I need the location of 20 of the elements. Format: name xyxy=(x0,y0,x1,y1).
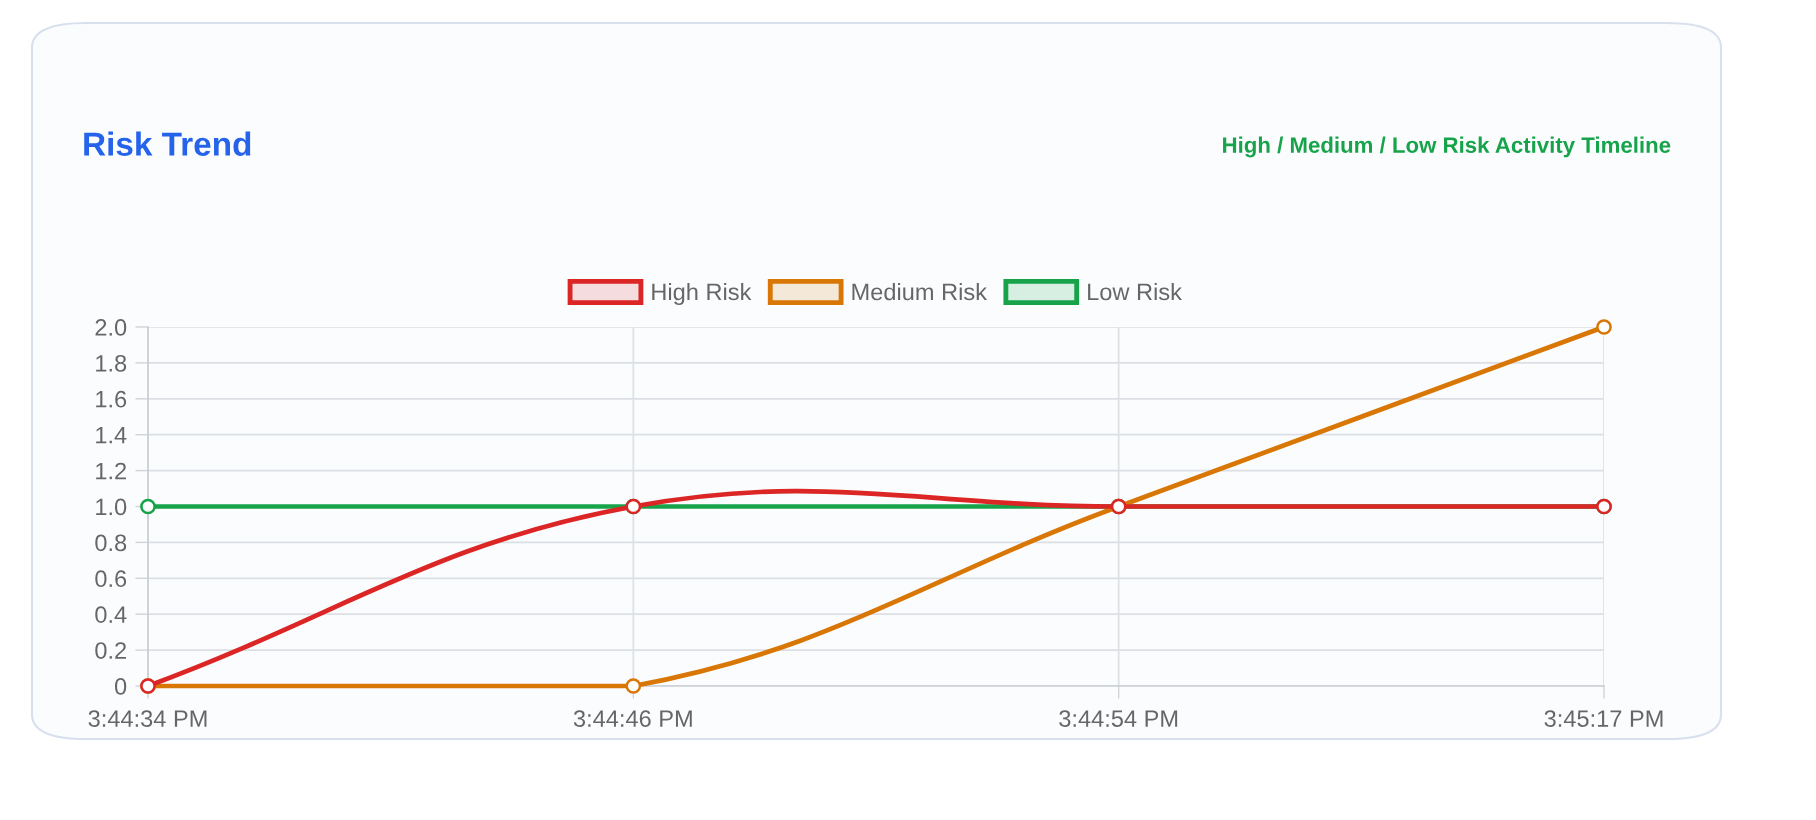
y-tick-label: 2.0 xyxy=(95,319,127,336)
chart-subtitle: High / Medium / Low Risk Activity Timeline xyxy=(1223,136,1671,158)
legend-label: High Risk xyxy=(652,282,752,305)
y-tick-label: 0.6 xyxy=(95,570,127,588)
x-tick-label: 3:44:54 PM xyxy=(1059,710,1178,727)
y-tick-label: 1.2 xyxy=(96,462,126,480)
legend-label: Low Risk xyxy=(1088,282,1182,301)
x-tick-label: 3:44:46 PM xyxy=(573,710,692,727)
y-tick-label: 0.4 xyxy=(95,606,127,623)
y-tick-label: 0 xyxy=(114,678,127,695)
y-tick-label: 0.2 xyxy=(95,642,126,659)
y-tick-label: 1.8 xyxy=(96,354,127,372)
chart-title: Risk Trend xyxy=(84,131,251,156)
y-tick-label: 1.4 xyxy=(96,427,127,444)
legend-label: Medium Risk xyxy=(852,282,988,301)
x-tick-label: 3:44:34 PM xyxy=(88,710,207,727)
y-tick-label: 0.8 xyxy=(95,534,127,552)
x-tick-label: 3:45:17 PM xyxy=(1544,710,1663,727)
y-tick-label: 1.0 xyxy=(96,498,127,516)
y-tick-label: 1.6 xyxy=(96,390,127,408)
